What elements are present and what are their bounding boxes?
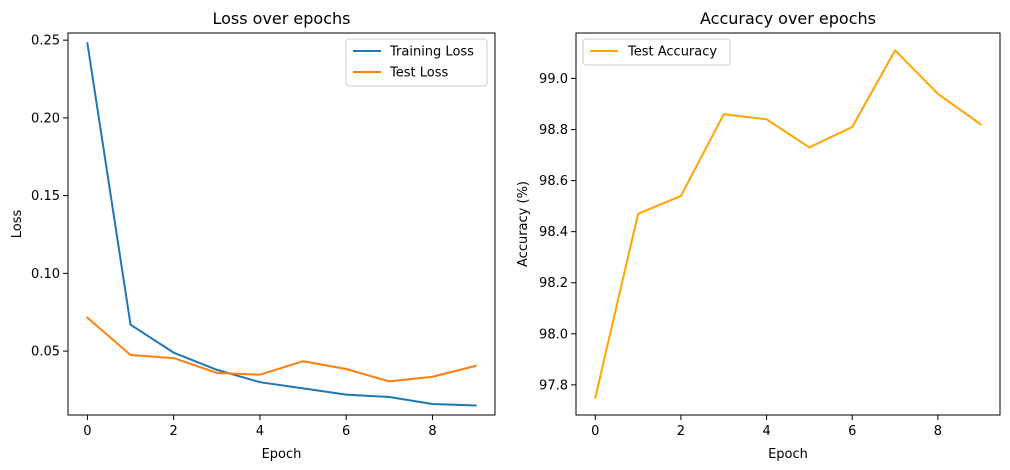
- accuracy-y-tick-label: 98.4: [539, 225, 568, 240]
- accuracy-chart-legend-box: [582, 38, 731, 66]
- loss-chart-x-ticks: 0 2 4 6 8: [83, 415, 437, 439]
- accuracy-x-tick-label: 6: [848, 424, 856, 439]
- series-line-training-loss: [86, 42, 477, 407]
- accuracy-y-tick-label: 98.2: [539, 276, 568, 291]
- loss-chart-legend: Training Loss Test Loss: [345, 38, 488, 87]
- accuracy-x-tick-label: 0: [591, 424, 599, 439]
- accuracy-y-tick-label: 98.8: [539, 123, 568, 138]
- loss-chart-title: Loss over epochs: [212, 9, 350, 28]
- accuracy-y-tick-label: 99.0: [539, 72, 568, 87]
- legend-label-test-accuracy: Test Accuracy: [627, 45, 717, 60]
- accuracy-chart-y-axis-label: Accuracy (%): [516, 181, 531, 267]
- accuracy-y-tick-label: 98.6: [539, 174, 568, 189]
- loss-chart-y-ticks: 0.05 0.10 0.15 0.20 0.25: [31, 34, 68, 360]
- loss-y-tick-label: 0.15: [31, 189, 60, 204]
- accuracy-chart-lines: [594, 49, 983, 399]
- accuracy-chart-frame: [575, 32, 1001, 416]
- loss-y-tick-label: 0.20: [31, 111, 60, 126]
- accuracy-x-tick-label: 8: [934, 424, 942, 439]
- accuracy-x-tick-label: 4: [762, 424, 770, 439]
- legend-label-training-loss: Training Loss: [389, 45, 474, 60]
- loss-chart-y-axis-label: Loss: [10, 210, 25, 239]
- accuracy-chart-x-axis-label: Epoch: [768, 447, 808, 462]
- accuracy-x-tick-label: 2: [677, 424, 685, 439]
- loss-x-tick-label: 4: [256, 424, 264, 439]
- loss-x-tick-label: 0: [83, 424, 91, 439]
- loss-x-tick-label: 8: [428, 424, 436, 439]
- series-line-test-accuracy: [594, 49, 983, 399]
- legend-label-test-loss: Test Loss: [389, 66, 448, 81]
- accuracy-chart-title: Accuracy over epochs: [700, 9, 876, 28]
- accuracy-y-tick-label: 97.8: [539, 378, 568, 393]
- loss-x-tick-label: 6: [342, 424, 350, 439]
- accuracy-chart-y-ticks: 97.8 98.0 98.2 98.4 98.6 98.8 99.0: [539, 72, 576, 393]
- loss-y-tick-label: 0.05: [31, 345, 60, 360]
- accuracy-chart-x-ticks: 0 2 4 6 8: [591, 415, 942, 439]
- accuracy-y-tick-label: 98.0: [539, 327, 568, 342]
- series-line-test-loss: [85, 316, 477, 383]
- loss-chart-frame: [67, 32, 496, 416]
- loss-chart-lines: [85, 42, 477, 407]
- loss-y-tick-label: 0.10: [31, 267, 60, 282]
- loss-chart-legend-box: [345, 38, 488, 87]
- loss-x-tick-label: 2: [170, 424, 178, 439]
- loss-y-tick-label: 0.25: [31, 34, 60, 49]
- accuracy-chart-legend: Test Accuracy: [582, 38, 731, 66]
- loss-chart-x-axis-label: Epoch: [262, 447, 302, 462]
